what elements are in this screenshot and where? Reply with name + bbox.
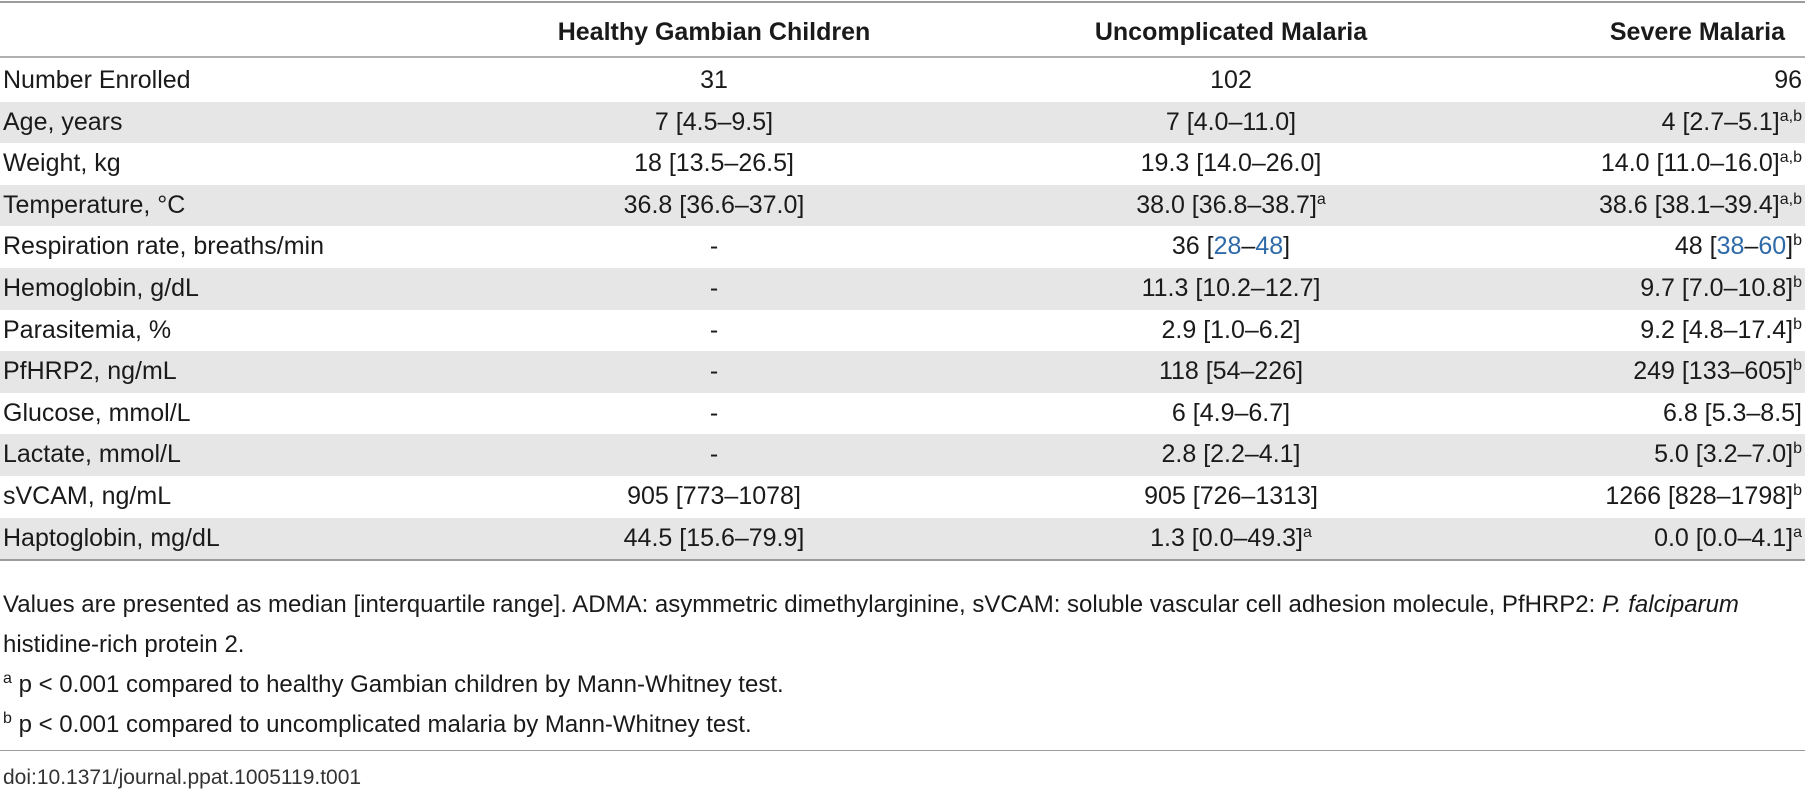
row-label: Hemoglobin, g/dL	[3, 273, 199, 302]
table-row: PfHRP2, ng/mL - 118 [54–226] 249 [133–60…	[0, 351, 1805, 393]
reference-link[interactable]: 28	[1213, 232, 1242, 261]
severe-value: 96	[1774, 66, 1802, 94]
table-row: Hemoglobin, g/dL - 11.3 [10.2–12.7] 9.7 …	[0, 267, 1805, 310]
healthy-value: -	[709, 398, 719, 427]
header-healthy: Healthy Gambian Children	[557, 18, 871, 46]
healthy-value: 36.8 [36.6–37.0]	[623, 190, 805, 219]
healthy-value: 31	[700, 66, 728, 94]
header-severe: Severe Malaria	[1609, 18, 1785, 46]
footnote-marker: b	[1793, 481, 1802, 499]
healthy-value: -	[709, 315, 719, 344]
footnote-marker: a,b	[1779, 190, 1802, 208]
healthy-value: -	[709, 232, 719, 261]
table-header: Healthy Gambian Children Uncomplicated M…	[0, 3, 1805, 56]
footnote-b: b p < 0.001 compared to uncomplicated ma…	[3, 710, 752, 739]
row-label: Temperature, °C	[3, 190, 186, 219]
table-row: Age, years 7 [4.5–9.5] 7 [4.0–11.0] 4 [2…	[0, 101, 1805, 144]
header-rule	[0, 56, 1805, 58]
row-label: sVCAM, ng/mL	[3, 481, 172, 510]
severe-value: 9.2 [4.8–17.4]b	[1640, 315, 1802, 344]
abbreviation-note: Values are presented as median [interqua…	[3, 591, 1739, 658]
healthy-value: -	[709, 273, 719, 302]
reference-link[interactable]: 38	[1716, 232, 1745, 261]
severe-value: 4 [2.7–5.1]a,b	[1661, 107, 1802, 136]
table-row: Glucose, mmol/L - 6 [4.9–6.7] 6.8 [5.3–8…	[0, 393, 1805, 435]
uncomplicated-value: 2.8 [2.2–4.1]	[1161, 440, 1301, 469]
severe-value: 249 [133–605]b	[1633, 357, 1802, 386]
footnote-marker: b	[1793, 315, 1802, 333]
doi-label[interactable]: doi:10.1371/journal.ppat.1005119.t001	[3, 766, 362, 789]
table-row: Haptoglobin, mg/dL 44.5 [15.6–79.9] 1.3 …	[0, 517, 1805, 560]
reference-link[interactable]: 48	[1255, 232, 1284, 261]
severe-value: 5.0 [3.2–7.0]b	[1654, 440, 1802, 469]
footnote-marker: a	[1303, 523, 1312, 541]
uncomplicated-value: 905 [726–1313]	[1144, 481, 1318, 510]
row-label: Weight, kg	[3, 149, 121, 178]
severe-value: 48 [38–60]b	[1674, 232, 1802, 261]
healthy-value: 7 [4.5–9.5]	[654, 107, 774, 136]
table-top-rule	[0, 1, 1805, 3]
doi-rule	[0, 750, 1805, 751]
footnote-marker: b	[1793, 273, 1802, 291]
footnote-marker: a,b	[1779, 149, 1802, 167]
uncomplicated-value: 11.3 [10.2–12.7]	[1141, 273, 1321, 302]
uncomplicated-value: 19.3 [14.0–26.0]	[1140, 149, 1322, 178]
footnote-marker: b	[1793, 232, 1802, 250]
row-label: Number Enrolled	[3, 66, 191, 94]
table-row: Respiration rate, breaths/min - 36 [28–4…	[0, 226, 1805, 268]
header-uncomplicated: Uncomplicated Malaria	[1094, 18, 1368, 46]
healthy-value: 44.5 [15.6–79.9]	[623, 523, 805, 552]
uncomplicated-value: 38.0 [36.8–38.7]a	[1136, 190, 1326, 219]
severe-value: 0.0 [0.0–4.1]a	[1654, 523, 1802, 552]
severe-value: 6.8 [5.3–8.5]	[1662, 398, 1802, 427]
table-row: Weight, kg 18 [13.5–26.5] 19.3 [14.0–26.…	[0, 143, 1805, 185]
row-label: Parasitemia, %	[3, 315, 172, 344]
footnote-marker: a	[1793, 523, 1802, 541]
row-label: Glucose, mmol/L	[3, 398, 191, 427]
uncomplicated-value: 7 [4.0–11.0]	[1165, 107, 1297, 136]
uncomplicated-value: 102	[1210, 66, 1252, 94]
table-row: Parasitemia, % - 2.9 [1.0–6.2] 9.2 [4.8–…	[0, 310, 1805, 352]
footnote-marker: b	[1793, 440, 1802, 458]
footnote-marker: a	[1316, 190, 1326, 208]
footnote-marker: a,b	[1779, 107, 1802, 125]
reference-link[interactable]: 60	[1758, 232, 1787, 261]
table-notes: Values are presented as median [interqua…	[3, 585, 1798, 745]
healthy-value: -	[709, 357, 719, 386]
row-label: Haptoglobin, mg/dL	[3, 523, 220, 552]
severe-value: 38.6 [38.1–39.4]a,b	[1599, 190, 1802, 219]
table-row: Lactate, mmol/L - 2.8 [2.2–4.1] 5.0 [3.2…	[0, 434, 1805, 476]
row-label: Respiration rate, breaths/min	[3, 232, 324, 261]
severe-value: 1266 [828–1798]b	[1605, 481, 1802, 510]
table-row: Number Enrolled 31 102 96	[0, 60, 1805, 102]
uncomplicated-value: 36 [28–48]	[1171, 232, 1291, 261]
uncomplicated-value: 118 [54–226]	[1158, 357, 1304, 386]
table-bottom-rule	[0, 559, 1805, 561]
footnote-a: a p < 0.001 compared to healthy Gambian …	[3, 670, 784, 699]
severe-value: 9.7 [7.0–10.8]b	[1640, 273, 1802, 302]
uncomplicated-value: 1.3 [0.0–49.3]a	[1150, 523, 1312, 552]
healthy-value: -	[709, 440, 719, 469]
table-body: Number Enrolled 31 102 96 Age, years 7 […	[0, 60, 1805, 560]
footnote-marker: b	[1793, 357, 1802, 375]
uncomplicated-value: 2.9 [1.0–6.2]	[1161, 315, 1301, 344]
healthy-value: 18 [13.5–26.5]	[634, 149, 794, 178]
row-label: Lactate, mmol/L	[3, 440, 181, 469]
row-label: PfHRP2, ng/mL	[3, 357, 177, 386]
table-row: sVCAM, ng/mL 905 [773–1078] 905 [726–131…	[0, 476, 1805, 518]
healthy-value: 905 [773–1078]	[627, 481, 801, 510]
uncomplicated-value: 6 [4.9–6.7]	[1171, 398, 1291, 427]
row-label: Age, years	[3, 107, 123, 136]
severe-value: 14.0 [11.0–16.0]a,b	[1600, 149, 1802, 178]
table-row: Temperature, °C 36.8 [36.6–37.0] 38.0 [3…	[0, 184, 1805, 227]
